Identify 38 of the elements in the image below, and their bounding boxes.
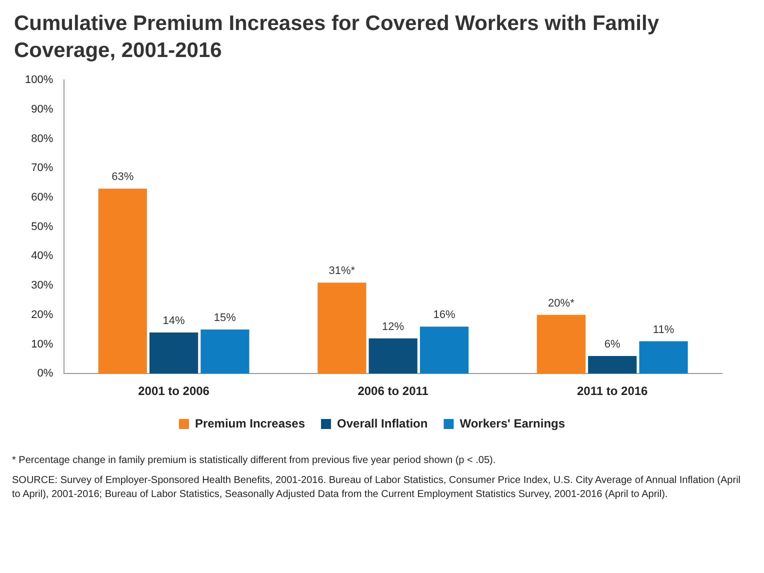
x-tick-label: 2001 to 2006 <box>138 384 210 398</box>
y-tick-label: 90% <box>31 103 54 116</box>
x-tick-label: 2011 to 2016 <box>576 384 648 398</box>
data-label: 6% <box>604 338 621 351</box>
legend-label: Workers' Earnings <box>460 416 566 430</box>
data-label: 14% <box>162 315 185 328</box>
legend-label: Overall Inflation <box>337 416 428 430</box>
y-tick-label: 70% <box>31 162 54 174</box>
bar <box>368 338 418 374</box>
y-tick-label: 100% <box>24 74 54 86</box>
chart-title: Cumulative Premium Increases for Covered Workers with Family Coverage, 2001-2016 <box>13 11 660 64</box>
y-tick-label: 10% <box>31 338 54 350</box>
bar <box>318 282 366 374</box>
x-tick-label: 2006 to 2011 <box>358 384 429 398</box>
legend-label: Premium Increases <box>194 416 306 430</box>
data-label: 12% <box>382 320 404 333</box>
bar <box>200 330 250 374</box>
data-label: 16% <box>433 309 456 322</box>
data-label: 11% <box>652 324 674 336</box>
data-label: 31%* <box>328 265 356 278</box>
bar <box>98 188 147 374</box>
y-tick-label: 0% <box>37 368 54 380</box>
y-tick-label: 80% <box>31 132 54 145</box>
y-tick-label: 40% <box>31 250 54 262</box>
y-tick-label: 50% <box>31 220 54 233</box>
bar <box>639 341 688 374</box>
bar <box>149 332 198 374</box>
y-tick-label: 60% <box>31 191 54 204</box>
y-tick-label: 20% <box>31 308 54 321</box>
source-note: SOURCE: Survey of Employer-Sponsored Health Benefits, 2001-2016. Bureau of Labor Statistics, Consumer Price Index, U.S. City Average of Annual Inflation (April to April), 2001-2016; Bureau of Labor Statistics, Seasonally Adjusted Data from the Current Employment Statistics Survey, 2001-2016 (April to April). <box>12 474 742 502</box>
bar <box>536 314 586 374</box>
data-label: 20%* <box>548 297 576 310</box>
bar <box>420 326 469 374</box>
y-tick-label: 30% <box>31 280 54 292</box>
text: * Percentage change in family premium is statistically different from previous five year period shown (p < .05). <box>12 454 497 468</box>
data-label: 63% <box>112 171 134 184</box>
bar <box>588 356 637 374</box>
data-label: 15% <box>214 312 236 324</box>
